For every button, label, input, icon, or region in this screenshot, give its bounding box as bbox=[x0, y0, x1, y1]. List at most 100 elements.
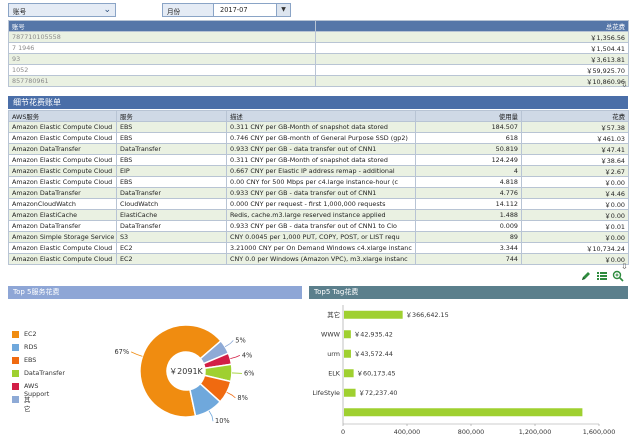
aws-service-cell: Amazon Elastic Compute Cloud bbox=[8, 253, 117, 265]
x-tick-label: 400,000 bbox=[394, 428, 420, 436]
aws-service-cell: Amazon DataTransfer bbox=[8, 187, 117, 199]
description-cell: 0.667 CNY per Elastic IP address remap -… bbox=[226, 165, 416, 177]
chart-toolbar bbox=[580, 270, 628, 284]
service-cell: EBS bbox=[116, 121, 227, 133]
table-row[interactable]: Amazon DataTransfer DataTransfer 0.933 CNY… bbox=[8, 143, 629, 155]
category-label: 其它 bbox=[327, 310, 340, 319]
pie-leader-line bbox=[226, 391, 236, 399]
description-cell: 3.21000 CNY per On Demand Windows c4.xla… bbox=[226, 242, 416, 254]
filter-bar: 账号 ⌄ 月份 2017-07 ▼ bbox=[8, 3, 628, 17]
category-label: WWW bbox=[321, 330, 341, 338]
column-header-aws-service[interactable]: AWS服务 bbox=[8, 110, 117, 122]
account-id-cell: 857780961 bbox=[8, 75, 316, 87]
cost-cell: ￥0.00 bbox=[521, 231, 629, 243]
month-select[interactable]: 2017-07 ▼ bbox=[213, 3, 291, 17]
top5-service-panel: EC2 RDS EBS DataTransfer AWS Support 其它 67% 5%… bbox=[8, 299, 302, 442]
total-cost-cell: ￥59,925.70 bbox=[315, 64, 629, 76]
column-header-cost[interactable]: 花费 bbox=[521, 110, 629, 122]
usage-cell: 184.507 bbox=[415, 121, 522, 133]
table-row[interactable]: Amazon Elastic Compute Cloud EBS 0.746 CNY… bbox=[8, 132, 629, 144]
bar-ELK bbox=[344, 369, 354, 378]
zoom-in-icon[interactable] bbox=[612, 270, 624, 282]
column-header-total[interactable]: 总花费 bbox=[315, 20, 629, 32]
column-header-description[interactable]: 描述 bbox=[226, 110, 416, 122]
pie-slice-ec2 bbox=[139, 324, 222, 418]
legend-label: RDS bbox=[24, 343, 38, 351]
pie-leader-line bbox=[230, 355, 241, 360]
table-row[interactable]: Amazon Elastic Compute Cloud EBS 0.00 CNY … bbox=[8, 176, 629, 188]
usage-cell: 744 bbox=[415, 253, 522, 265]
cost-cell: ￥0.00 bbox=[521, 198, 629, 210]
table-row[interactable]: Amazon Elastic Compute Cloud EBS 0.311 CNY… bbox=[8, 154, 629, 166]
table-row[interactable]: Amazon ElastiCache ElastiCache Redis, cach… bbox=[8, 209, 629, 221]
cost-cell: ￥0.01 bbox=[521, 220, 629, 232]
table-row[interactable]: Amazon Elastic Compute Cloud EIP 0.667 CNY… bbox=[8, 165, 629, 177]
bar-value-label: ￥60,173.45 bbox=[357, 369, 396, 377]
pie-value-label: 67% bbox=[114, 348, 129, 356]
table-row[interactable]: 1052 ￥59,925.70 bbox=[8, 64, 629, 76]
pie-slice-rds bbox=[189, 382, 222, 417]
scroll-down-icon[interactable]: ⇩ bbox=[621, 262, 628, 271]
description-cell: 0.746 CNY per GB-month of General Purpos… bbox=[226, 132, 416, 144]
table-row[interactable]: 93 ￥3,613.81 bbox=[8, 53, 629, 65]
detail-section-title: 细节花费账单 bbox=[8, 96, 628, 109]
description-cell: CNY 0.0 per Windows (Amazon VPC), m3.xla… bbox=[226, 253, 416, 265]
category-label: ELK bbox=[328, 369, 341, 377]
description-cell: 0.311 CNY per GB-Month of snapshot data … bbox=[226, 154, 416, 166]
service-cell: EC2 bbox=[116, 242, 227, 254]
pie-leader-line bbox=[224, 340, 234, 348]
list-view-icon[interactable] bbox=[596, 270, 608, 282]
usage-cell: 3.344 bbox=[415, 242, 522, 254]
account-select-label: 账号 bbox=[13, 8, 27, 16]
column-header-usage[interactable]: 使用量 bbox=[415, 110, 522, 122]
description-cell: 0.933 CNY per GB - data transfer out of … bbox=[226, 187, 416, 199]
cost-cell: ￥461.03 bbox=[521, 132, 629, 144]
legend-swatch bbox=[12, 370, 19, 377]
bar-value-label: ￥42,935.42 bbox=[354, 330, 393, 338]
service-pie-chart: 67% 5% 4% 6% 8% 10% ￥2091K bbox=[114, 324, 254, 425]
top5-tag-panel: 0 400,000 800,000 1,200,000 1,600,000 其它 ￥366,… bbox=[309, 299, 628, 442]
table-row[interactable]: Amazon Elastic Compute Cloud EC2 CNY 0.0 p… bbox=[8, 253, 629, 265]
dropdown-arrow-icon[interactable]: ▼ bbox=[276, 4, 290, 16]
service-cell: DataTransfer bbox=[116, 220, 227, 232]
account-id-cell: 1052 bbox=[8, 64, 316, 76]
table-row[interactable]: 7 1946 ￥1,504.41 bbox=[8, 42, 629, 54]
top5-service-panel-title: Top 5服务花费 bbox=[8, 286, 302, 299]
description-cell: 0.311 CNY per GB-Month of snapshot data … bbox=[226, 121, 416, 133]
column-header-service[interactable]: 服务 bbox=[116, 110, 227, 122]
table-row[interactable]: 857780961 ￥10,860.96 bbox=[8, 75, 629, 87]
account-select[interactable]: 账号 ⌄ bbox=[8, 3, 116, 17]
legend-label: AWS Support bbox=[24, 382, 50, 398]
table-row[interactable]: Amazon Simple Storage Service S3 CNY 0.004… bbox=[8, 231, 629, 243]
aws-service-cell: Amazon DataTransfer bbox=[8, 143, 117, 155]
edit-pencil-icon[interactable] bbox=[580, 270, 592, 282]
table-row[interactable]: 787710105558 ￥1,356.56 bbox=[8, 31, 629, 43]
service-cell: DataTransfer bbox=[116, 187, 227, 199]
service-cell: DataTransfer bbox=[116, 143, 227, 155]
table-row[interactable]: Amazon DataTransfer DataTransfer 0.933 CNY… bbox=[8, 187, 629, 199]
legend-label: EBS bbox=[24, 356, 37, 364]
description-cell: 0.000 CNY per request - first 1,000,000 … bbox=[226, 198, 416, 210]
cost-cell: ￥10,734.24 bbox=[521, 242, 629, 254]
aws-service-cell: Amazon Elastic Compute Cloud bbox=[8, 165, 117, 177]
pie-value-label: 5% bbox=[235, 336, 245, 344]
table-row[interactable]: Amazon DataTransfer DataTransfer 0.933 CNY… bbox=[8, 220, 629, 232]
pie-center-total: ￥2091K bbox=[169, 367, 203, 376]
x-tick-label: 1,200,000 bbox=[519, 428, 552, 436]
service-cell: EC2 bbox=[116, 253, 227, 265]
total-cost-cell: ￥1,356.56 bbox=[315, 31, 629, 43]
column-header-account[interactable]: 账号 bbox=[8, 20, 316, 32]
scroll-down-icon[interactable]: ⇩ bbox=[621, 80, 628, 89]
chevron-down-icon[interactable]: ⌄ bbox=[103, 5, 111, 15]
legend-label: DataTransfer bbox=[24, 369, 65, 377]
usage-cell: 1.488 bbox=[415, 209, 522, 221]
usage-cell: 4.776 bbox=[415, 187, 522, 199]
description-cell: CNY 0.0045 per 1,000 PUT, COPY, POST, or… bbox=[226, 231, 416, 243]
table-row[interactable]: Amazon Elastic Compute Cloud EBS 0.311 CNY… bbox=[8, 121, 629, 133]
table-row[interactable]: AmazonCloudWatch CloudWatch 0.000 CNY per … bbox=[8, 198, 629, 210]
aws-service-cell: Amazon Elastic Compute Cloud bbox=[8, 121, 117, 133]
month-value: 2017-07 bbox=[220, 6, 248, 14]
service-cell: EBS bbox=[116, 176, 227, 188]
pie-value-label: 6% bbox=[244, 369, 254, 377]
table-row[interactable]: Amazon Elastic Compute Cloud EC2 3.21000 C… bbox=[8, 242, 629, 254]
